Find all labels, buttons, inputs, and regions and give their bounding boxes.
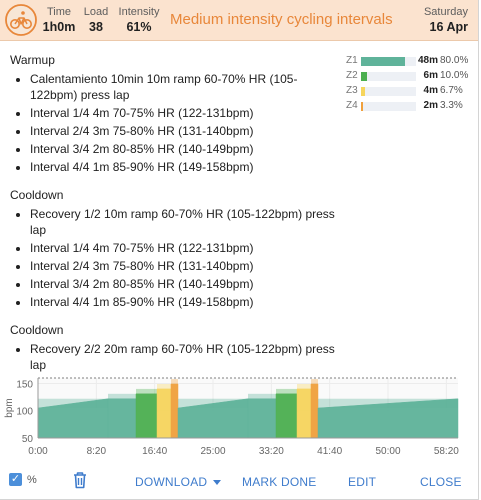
- step-item: Recovery 1/2 10m ramp 60-70% HR (105-122…: [30, 206, 340, 238]
- workout-title: Medium intensity cycling intervals: [170, 11, 393, 28]
- target-band: [248, 393, 276, 399]
- step-item: Interval 4/4 1m 85-90% HR (149-158bpm): [30, 294, 340, 310]
- segment-area: [156, 388, 172, 439]
- zone-percent: 3.3%: [440, 100, 463, 111]
- zone-label: Z4: [346, 100, 358, 111]
- step-item: Interval 1/4 4m 70-75% HR (122-131bpm): [30, 240, 340, 256]
- segment-area: [135, 393, 158, 439]
- segment-area: [296, 388, 312, 439]
- stat-intensity-label: Intensity: [118, 6, 160, 18]
- y-tick-label: 50: [22, 434, 34, 445]
- target-band: [157, 384, 171, 389]
- zone-bar-track: [361, 102, 416, 111]
- segment-area: [107, 398, 137, 439]
- step-item: Calentamiento 10min 10m ramp 60-70% HR (…: [30, 71, 340, 103]
- trash-icon[interactable]: [72, 471, 88, 489]
- zone-bar-fill: [361, 57, 405, 66]
- workout-date: Saturday 16 Apr: [424, 6, 468, 35]
- date-day-month: 16 Apr: [429, 20, 468, 34]
- zone-percent: 6.7%: [440, 85, 463, 96]
- workout-steps: Warmup Calentamiento 10min 10m ramp 60-7…: [10, 52, 340, 385]
- step-block-cooldown-2: Cooldown Recovery 2/2 20m ramp 60-70% HR…: [10, 322, 340, 373]
- zone-bar-fill: [361, 87, 365, 96]
- step-block-cooldown-1: Cooldown Recovery 1/2 10m ramp 60-70% HR…: [10, 187, 340, 310]
- action-bar: ✓ % DOWNLOAD MARK DONE EDIT CLOSE: [0, 466, 478, 496]
- zone-row-z4: Z4 2m 3.3%: [346, 100, 474, 115]
- percent-checkbox[interactable]: ✓: [9, 473, 22, 486]
- step-block-title: Warmup: [10, 53, 55, 67]
- x-tick-label: 41:40: [317, 446, 342, 457]
- target-band: [276, 388, 297, 394]
- zone-bar-track: [361, 72, 416, 81]
- close-button[interactable]: CLOSE: [420, 475, 462, 489]
- target-band: [311, 379, 318, 384]
- x-tick-label: 58:20: [434, 446, 459, 457]
- zone-percent: 10.0%: [440, 70, 469, 81]
- zone-bar-track: [361, 87, 416, 96]
- zone-percent: 80.0%: [440, 55, 469, 66]
- zone-row-z2: Z2 6m 10.0%: [346, 70, 474, 85]
- percent-checkbox-label: %: [27, 474, 37, 486]
- step-block-title: Cooldown: [10, 188, 64, 202]
- segment-area: [275, 393, 298, 439]
- stat-load: Load 38: [79, 6, 113, 35]
- date-weekday: Saturday: [423, 6, 468, 18]
- step-item: Interval 3/4 2m 80-85% HR (140-149bpm): [30, 276, 340, 292]
- download-button-label: DOWNLOAD: [135, 475, 208, 489]
- step-item: Interval 3/4 2m 80-85% HR (140-149bpm): [30, 141, 340, 157]
- zone-bar-fill: [361, 72, 367, 81]
- stat-time-value: 1h0m: [42, 20, 76, 34]
- segment-area: [247, 398, 277, 439]
- step-item: Interval 2/4 3m 75-80% HR (131-140bpm): [30, 258, 340, 274]
- zone-bar-fill: [361, 102, 363, 111]
- workout-header: Time 1h0m Load 38 Intensity 61% Medium i…: [0, 0, 478, 41]
- y-axis-label: bpm: [4, 398, 15, 417]
- x-tick-label: 8:20: [87, 446, 107, 457]
- edit-button[interactable]: EDIT: [348, 475, 377, 489]
- target-band: [297, 384, 311, 389]
- x-tick-label: 0:00: [28, 446, 48, 457]
- y-tick-label: 100: [16, 407, 33, 418]
- y-tick-label: 150: [16, 379, 33, 390]
- heart-rate-chart: 150 100 50 bpm 0:00 8:20 16:40 25:00 33:20 41:40 5…: [4, 377, 459, 457]
- zone-label: Z3: [346, 85, 358, 96]
- zone-time: 2m: [423, 100, 438, 111]
- mark-done-button[interactable]: MARK DONE: [242, 475, 317, 489]
- step-block-title: Cooldown: [10, 323, 64, 337]
- step-item: Recovery 2/2 20m ramp 60-70% HR (105-122…: [30, 341, 340, 373]
- stat-intensity: Intensity 61%: [116, 6, 162, 35]
- step-item: Interval 1/4 4m 70-75% HR (122-131bpm): [30, 105, 340, 121]
- zone-label: Z1: [346, 55, 358, 66]
- zone-bar-track: [361, 57, 416, 66]
- x-tick-label: 25:00: [200, 446, 225, 457]
- stat-load-label: Load: [83, 6, 109, 18]
- zone-summary: Z1 48m 80.0% Z2 6m 10.0% Z3 4m 6.7% Z4 2…: [346, 55, 474, 115]
- stat-intensity-value: 61%: [126, 20, 152, 34]
- target-band: [108, 393, 136, 399]
- zone-time: 4m: [423, 85, 438, 96]
- x-tick-label: 16:40: [142, 446, 167, 457]
- x-tick-label: 50:00: [375, 446, 400, 457]
- zone-time: 48m: [417, 55, 438, 66]
- stat-time-label: Time: [46, 6, 72, 18]
- target-band: [171, 379, 178, 384]
- zone-label: Z2: [346, 70, 358, 81]
- step-item: Interval 2/4 3m 75-80% HR (131-140bpm): [30, 123, 340, 139]
- zone-time: 6m: [423, 70, 438, 81]
- step-item: Interval 4/4 1m 85-90% HR (149-158bpm): [30, 159, 340, 175]
- segment-area: [170, 383, 179, 439]
- target-band: [136, 388, 157, 394]
- chevron-down-icon: [213, 480, 222, 486]
- step-block-warmup: Warmup Calentamiento 10min 10m ramp 60-7…: [10, 52, 340, 175]
- cycling-icon: [5, 4, 37, 36]
- segment-area: [310, 383, 319, 439]
- stat-time: Time 1h0m: [41, 6, 77, 35]
- download-button[interactable]: DOWNLOAD: [135, 475, 222, 489]
- stat-load-value: 38: [89, 20, 103, 34]
- zone-row-z3: Z3 4m 6.7%: [346, 85, 474, 100]
- zone-row-z1: Z1 48m 80.0%: [346, 55, 474, 70]
- x-tick-label: 33:20: [259, 446, 284, 457]
